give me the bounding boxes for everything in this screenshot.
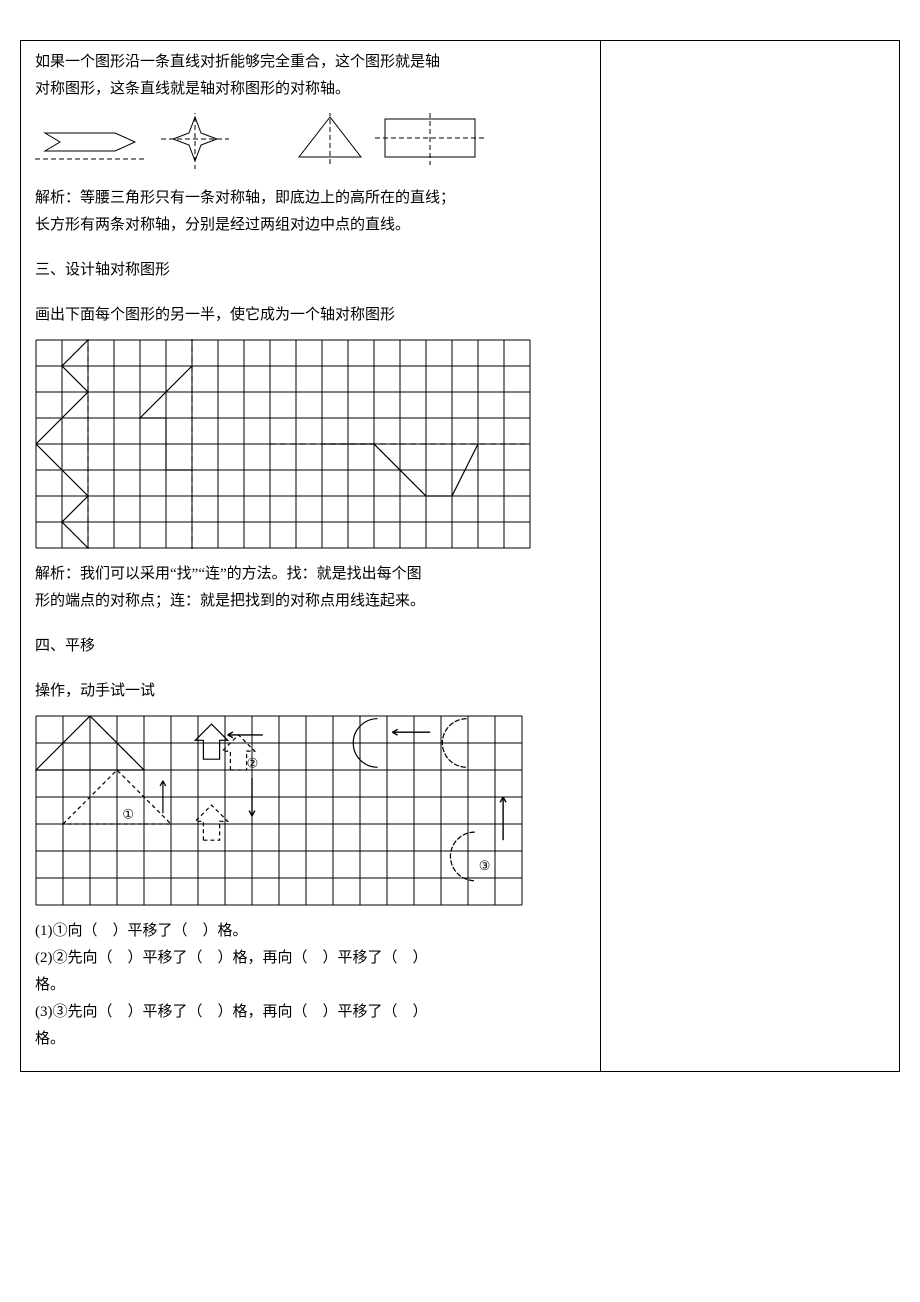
grid2-block: ① ② ③: [35, 715, 586, 906]
svg-text:②: ②: [247, 755, 259, 770]
q1: (1)①向（ ）平移了（ ）格。: [35, 923, 248, 939]
analysis1-line2: 长方形有两条对称轴，分别是经过两组对边中点的直线。: [35, 217, 410, 233]
analysis1: 解析：等腰三角形只有一条对称轴，即底边上的高所在的直线； 长方形有两条对称轴，分…: [35, 185, 586, 239]
analysis1-line1: 解析：等腰三角形只有一条对称轴，即底边上的高所在的直线；: [35, 190, 455, 206]
analysis2: 解析：我们可以采用“找”“连”的方法。找：就是找出每个图 形的端点的对称点；连：…: [35, 561, 586, 615]
section4-heading: 四、平移: [35, 633, 586, 660]
q3: (3)③先向（ ）平移了（ ）格，再向（ ）平移了（ ）: [35, 1004, 428, 1020]
layout-table: 如果一个图形沿一条直线对折能够完全重合，这个图形就是轴 对称图形，这条直线就是轴…: [20, 40, 900, 1072]
questions: (1)①向（ ）平移了（ ）格。 (2)②先向（ ）平移了（ ）格，再向（ ）平…: [35, 918, 586, 1053]
example-shapes-svg: [35, 113, 505, 171]
q2: (2)②先向（ ）平移了（ ）格，再向（ ）平移了（ ）: [35, 950, 428, 966]
section4-prompt: 操作，动手试一试: [35, 678, 586, 705]
q3b: 格。: [35, 1031, 65, 1047]
section3-prompt: 画出下面每个图形的另一半，使它成为一个轴对称图形: [35, 302, 586, 329]
svg-text:③: ③: [479, 858, 491, 873]
page: 如果一个图形沿一条直线对折能够完全重合，这个图形就是轴 对称图形，这条直线就是轴…: [20, 40, 900, 1072]
analysis2-line1: 解析：我们可以采用“找”“连”的方法。找：就是找出每个图: [35, 566, 422, 582]
intro-line2: 对称图形，这条直线就是轴对称图形的对称轴。: [35, 81, 350, 97]
intro-text: 如果一个图形沿一条直线对折能够完全重合，这个图形就是轴 对称图形，这条直线就是轴…: [35, 49, 586, 103]
svg-text:①: ①: [122, 807, 134, 822]
side-column: [601, 41, 900, 1072]
grid1-svg: [35, 339, 531, 549]
q2b: 格。: [35, 977, 65, 993]
intro-line1: 如果一个图形沿一条直线对折能够完全重合，这个图形就是轴: [35, 54, 440, 70]
section3-heading: 三、设计轴对称图形: [35, 257, 586, 284]
grid2-svg: ① ② ③: [35, 715, 523, 906]
grid1-block: [35, 339, 586, 549]
example-shapes-row: [35, 113, 586, 171]
main-column: 如果一个图形沿一条直线对折能够完全重合，这个图形就是轴 对称图形，这条直线就是轴…: [21, 41, 601, 1072]
analysis2-line2: 形的端点的对称点；连：就是把找到的对称点用线连起来。: [35, 593, 425, 609]
